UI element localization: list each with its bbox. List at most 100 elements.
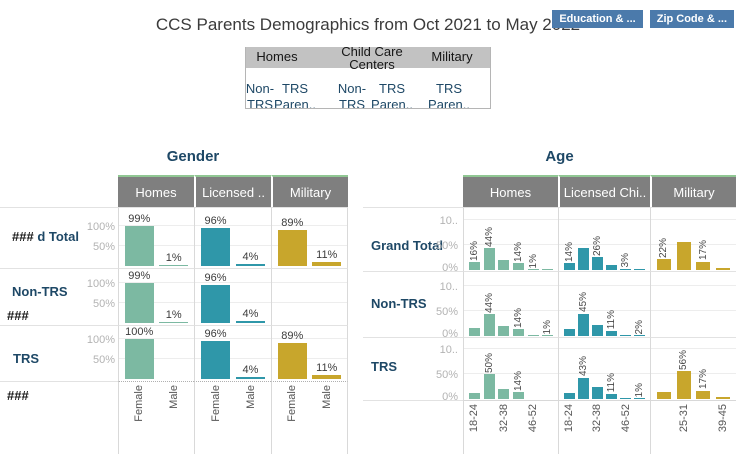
bar[interactable] <box>716 267 731 270</box>
bar[interactable] <box>277 343 307 379</box>
bar[interactable] <box>483 314 495 336</box>
gridline <box>464 219 558 220</box>
bar[interactable] <box>634 398 646 399</box>
bar[interactable] <box>201 284 230 323</box>
gridline <box>195 225 271 226</box>
bar[interactable] <box>577 313 589 336</box>
bar[interactable] <box>620 268 632 270</box>
row-label-non-trs[interactable]: Non-TRS <box>371 296 427 311</box>
bar[interactable] <box>527 269 539 270</box>
bar[interactable] <box>620 398 632 399</box>
bar[interactable] <box>124 226 154 266</box>
bar[interactable] <box>591 257 603 270</box>
bar[interactable] <box>542 269 554 270</box>
bar-value-label: 43% <box>577 356 589 377</box>
x-axis-licensed-chi: 18-24 32-38 46-52 <box>558 400 650 454</box>
bar[interactable] <box>577 248 589 270</box>
bar[interactable] <box>591 325 603 336</box>
column-header-licensed-chi[interactable]: Licensed Chi.. <box>558 175 650 207</box>
bar[interactable] <box>716 396 731 399</box>
bar[interactable] <box>498 259 510 270</box>
row-label-d-total[interactable]: ### d Total <box>12 229 79 244</box>
bar-value-label: 4% <box>242 251 259 264</box>
chart-title: Age <box>545 148 574 165</box>
bar-value-label: 44% <box>483 226 495 247</box>
gridline <box>464 310 558 311</box>
bar[interactable] <box>676 242 691 270</box>
bar[interactable] <box>563 328 575 336</box>
column-header-military[interactable]: Military <box>271 175 348 207</box>
bar[interactable] <box>468 393 480 399</box>
bar[interactable] <box>201 227 230 266</box>
bar[interactable] <box>512 329 524 336</box>
row-label-trs[interactable]: TRS <box>13 351 39 366</box>
bar[interactable] <box>236 264 265 266</box>
bar[interactable] <box>498 325 510 336</box>
bar[interactable] <box>527 335 539 336</box>
column-header-military[interactable]: Military <box>650 175 736 207</box>
education-filter-button[interactable]: Education & ... <box>552 10 643 28</box>
bar[interactable] <box>656 259 671 270</box>
bar[interactable] <box>201 340 230 379</box>
bar[interactable] <box>563 392 575 399</box>
bar[interactable] <box>591 386 603 399</box>
gridline <box>119 225 194 226</box>
legend-sub-header: Non-TRS <box>337 81 367 109</box>
bar-value-label: 1% <box>165 309 182 321</box>
bar[interactable] <box>124 339 154 379</box>
bar[interactable] <box>124 283 154 323</box>
gridline <box>559 244 650 245</box>
bar[interactable] <box>606 265 618 270</box>
bar[interactable] <box>606 330 618 336</box>
bar[interactable] <box>512 392 524 399</box>
bar[interactable] <box>468 262 480 270</box>
panel-d-total-homes: 99% 1% <box>118 207 194 268</box>
bar[interactable] <box>696 261 711 270</box>
x-axis-label: Female <box>209 385 222 422</box>
bar[interactable] <box>468 328 480 336</box>
x-axis-label: Male <box>320 385 333 409</box>
bar[interactable] <box>498 389 510 399</box>
bar[interactable] <box>656 391 671 399</box>
bar-value-label: 14% <box>563 241 575 262</box>
bar-value-label: 11% <box>316 248 338 261</box>
x-axis-label: Female <box>286 385 299 422</box>
bar[interactable] <box>312 374 342 379</box>
column-header-licensed[interactable]: Licensed .. <box>194 175 271 207</box>
bar[interactable] <box>542 335 554 336</box>
bar[interactable] <box>696 390 711 399</box>
bar[interactable] <box>634 335 646 336</box>
gridline <box>195 338 271 339</box>
bar[interactable] <box>159 265 189 266</box>
bar[interactable] <box>236 321 265 323</box>
zipcode-filter-button[interactable]: Zip Code & ... <box>649 10 734 28</box>
bar[interactable] <box>159 322 189 323</box>
x-axis-label: 46-52 <box>527 404 540 433</box>
row-label-non-trs[interactable]: Non-TRS <box>12 284 68 299</box>
bar-value-label: 2% <box>634 319 646 334</box>
gridline <box>651 348 736 349</box>
gridline <box>272 282 347 283</box>
row-label-grand-total[interactable]: Grand Total <box>371 238 443 253</box>
column-header-homes[interactable]: Homes <box>463 175 558 207</box>
row-label-trs[interactable]: TRS <box>371 359 397 374</box>
bar[interactable] <box>483 374 495 399</box>
bar[interactable] <box>620 335 632 336</box>
bar[interactable] <box>483 248 495 270</box>
bar[interactable] <box>512 263 524 270</box>
bar[interactable] <box>563 263 575 270</box>
bar[interactable] <box>676 371 691 399</box>
legend-sub-header: TRS Paren.. <box>371 81 413 109</box>
bar[interactable] <box>634 269 646 270</box>
bar[interactable] <box>606 393 618 399</box>
bar[interactable] <box>577 377 589 399</box>
column-header-homes[interactable]: Homes <box>118 175 194 207</box>
gridline <box>464 348 558 349</box>
bar-value-label: 56% <box>678 349 690 370</box>
bar-value-label: 14% <box>512 241 524 262</box>
bar[interactable] <box>277 230 307 266</box>
panel-trs-military: 56% 17% <box>650 337 736 400</box>
bar-value-label: 89% <box>281 330 304 343</box>
bar[interactable] <box>236 377 265 379</box>
bar[interactable] <box>312 261 342 266</box>
